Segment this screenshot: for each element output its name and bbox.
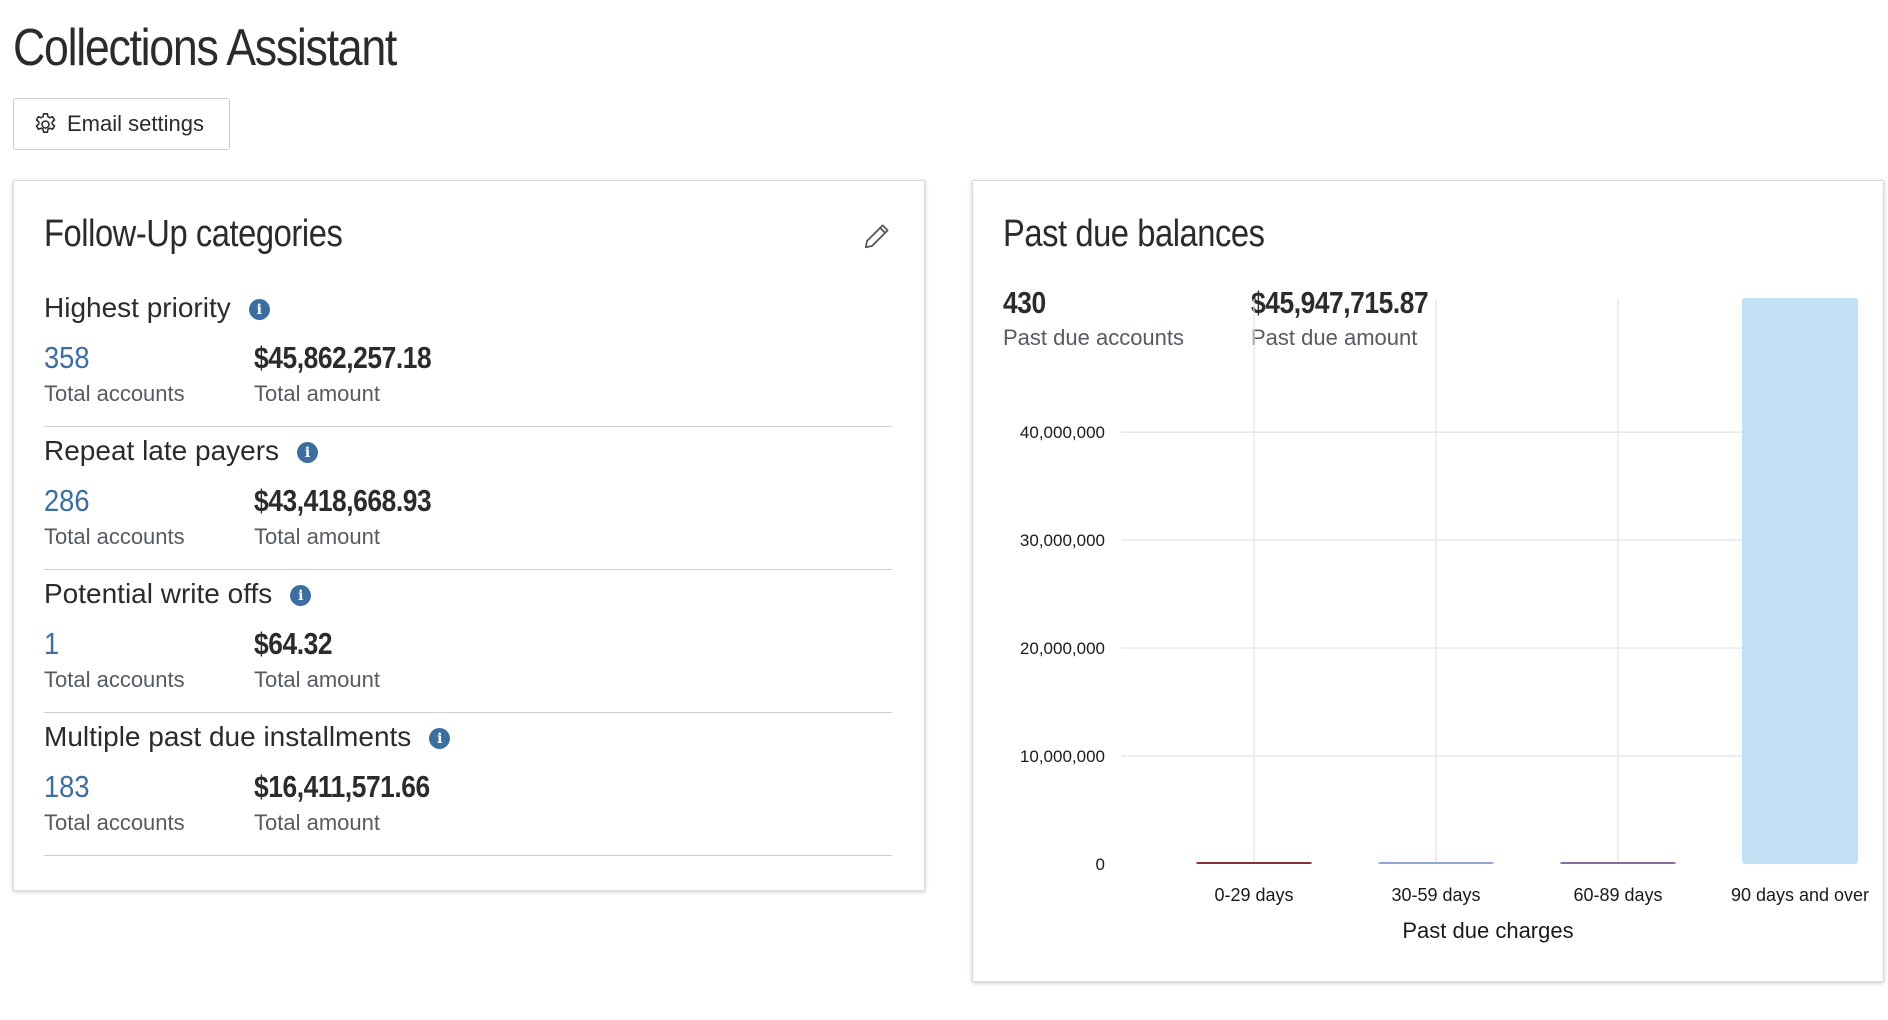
info-icon[interactable]: i (429, 728, 451, 749)
y-tick-label: 0 (1096, 855, 1105, 874)
y-tick-label: 10,000,000 (1020, 747, 1105, 766)
amount-label: Total amount (254, 524, 380, 549)
amount-label: Total amount (254, 810, 380, 835)
category-count-link[interactable]: 286 (44, 483, 90, 518)
email-settings-button[interactable]: Email settings (13, 98, 230, 150)
gear-icon (35, 112, 56, 133)
bar-60-89-days (1560, 862, 1676, 864)
amount-label: Total amount (254, 667, 380, 692)
followup-categories-card: Follow-Up categories Highest priority i … (13, 180, 925, 891)
category-amount: $45,862,257.18 (254, 340, 432, 375)
category-repeat-late-payers: Repeat late payers i 286 $43,418,668.93 … (44, 427, 892, 570)
category-count-link[interactable]: 358 (44, 340, 90, 375)
past-due-bar-chart: 0 10,000,000 20,000,000 30,000,000 40,000,00… (1020, 298, 1869, 943)
category-potential-write-offs: Potential write offs i 1 $64.32 Total ac… (44, 570, 892, 713)
category-amount: $64.32 (254, 626, 333, 661)
category-name: Potential write offs (44, 578, 273, 609)
email-settings-label: Email settings (67, 111, 204, 136)
amount-label: Total amount (254, 381, 380, 406)
past-due-card-title: Past due balances (1003, 213, 1265, 255)
x-axis-title: Past due charges (1402, 918, 1573, 943)
category-multiple-past-due-installments: Multiple past due installments i 183 $16… (44, 713, 892, 856)
past-due-accounts-label: Past due accounts (1003, 325, 1185, 350)
past-due-amount-value: $45,947,715.87 (1251, 285, 1429, 320)
past-due-accounts-value: 430 (1003, 285, 1046, 320)
bar-30-59-days (1378, 862, 1494, 864)
pencil-icon[interactable] (862, 221, 892, 251)
x-category-label: 90 days and over (1731, 885, 1869, 905)
past-due-balances-card: Past due balances 430 Past due accounts … (972, 180, 1884, 982)
info-icon[interactable]: i (297, 442, 319, 463)
count-label: Total accounts (44, 381, 185, 406)
x-category-label: 0-29 days (1214, 885, 1293, 905)
category-count-link[interactable]: 183 (44, 769, 90, 804)
category-amount: $16,411,571.66 (254, 769, 430, 804)
count-label: Total accounts (44, 810, 185, 835)
category-name: Highest priority (44, 292, 231, 323)
x-category-label: 60-89 days (1573, 885, 1662, 905)
info-icon[interactable]: i (248, 299, 270, 320)
followup-card-title: Follow-Up categories (44, 213, 343, 255)
y-tick-label: 30,000,000 (1020, 531, 1105, 550)
category-amount: $43,418,668.93 (254, 483, 432, 518)
page-title: Collections Assistant (13, 19, 397, 77)
y-tick-label: 20,000,000 (1020, 639, 1105, 658)
count-label: Total accounts (44, 667, 185, 692)
bar-90-days-and-over (1742, 298, 1858, 864)
category-name: Multiple past due installments (44, 721, 412, 752)
category-count-link[interactable]: 1 (44, 626, 60, 661)
category-name: Repeat late payers (44, 435, 280, 466)
category-highest-priority: Highest priority i 358 $45,862,257.18 To… (44, 284, 892, 427)
past-due-amount-label: Past due amount (1251, 325, 1418, 350)
x-category-label: 30-59 days (1391, 885, 1480, 905)
count-label: Total accounts (44, 524, 185, 549)
bar-0-29-days (1196, 862, 1312, 864)
info-icon[interactable]: i (290, 585, 312, 606)
y-tick-label: 40,000,000 (1020, 423, 1105, 442)
